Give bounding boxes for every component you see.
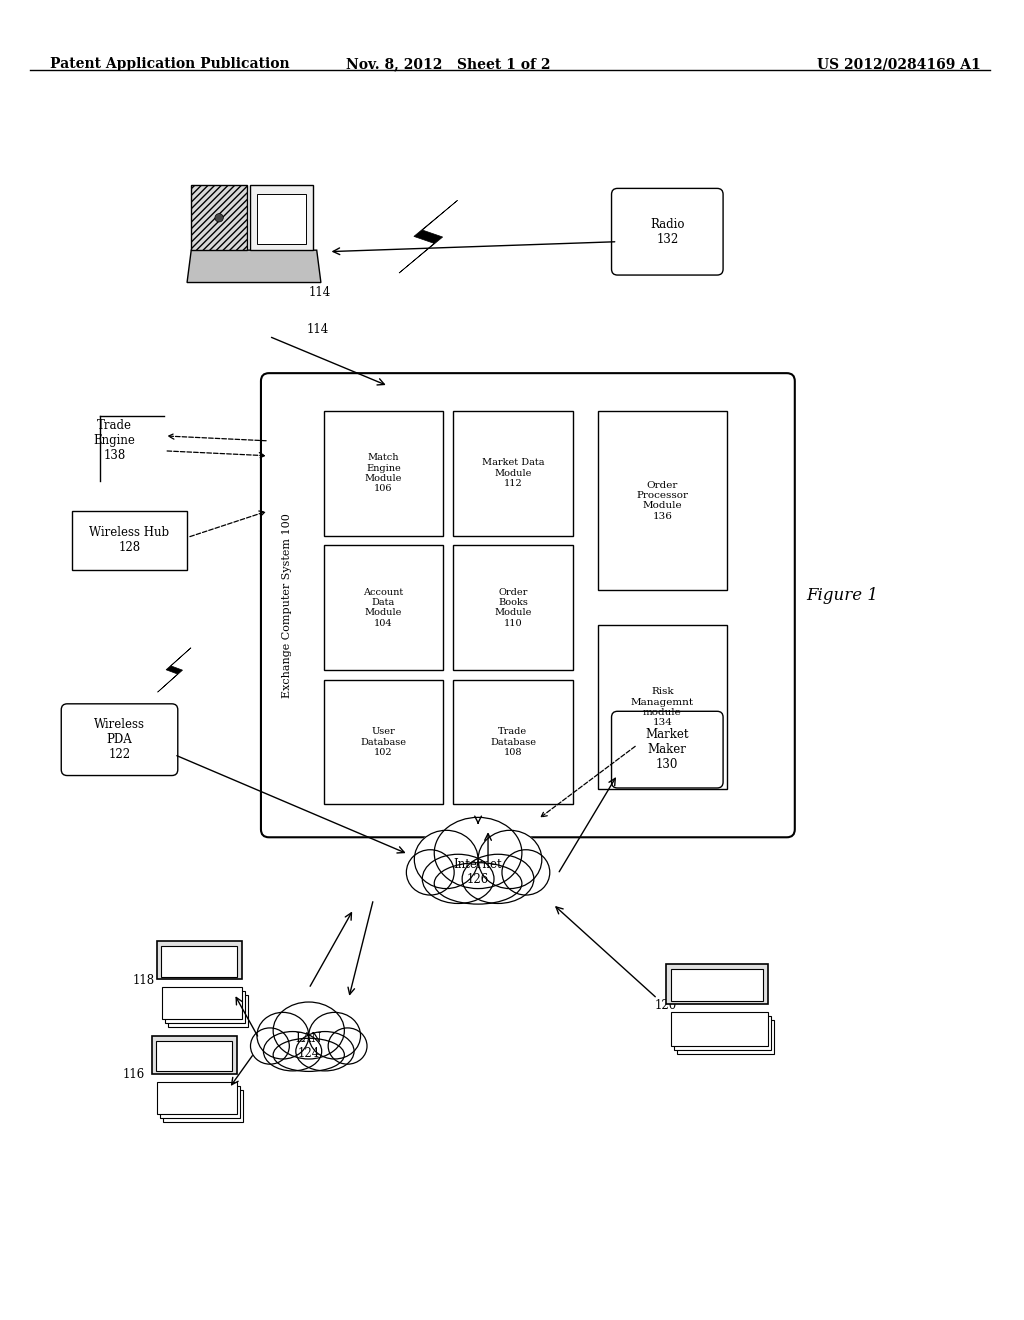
FancyBboxPatch shape xyxy=(156,1041,232,1072)
FancyBboxPatch shape xyxy=(157,1081,237,1114)
Ellipse shape xyxy=(257,1012,309,1059)
Ellipse shape xyxy=(434,817,522,888)
Text: Wireless Hub
128: Wireless Hub 128 xyxy=(89,527,170,554)
Ellipse shape xyxy=(478,830,542,888)
Ellipse shape xyxy=(296,1031,354,1071)
Polygon shape xyxy=(399,201,458,273)
Text: 114: 114 xyxy=(309,286,331,300)
Text: User
Database
102: User Database 102 xyxy=(360,727,407,758)
Text: Nov. 8, 2012   Sheet 1 of 2: Nov. 8, 2012 Sheet 1 of 2 xyxy=(346,58,551,71)
Text: Order
Books
Module
110: Order Books Module 110 xyxy=(495,587,531,628)
Polygon shape xyxy=(158,648,191,692)
Text: 118: 118 xyxy=(132,974,155,986)
FancyBboxPatch shape xyxy=(454,680,572,804)
Ellipse shape xyxy=(309,1012,360,1059)
Text: Match
Engine
Module
106: Match Engine Module 106 xyxy=(365,453,402,494)
Ellipse shape xyxy=(251,1007,367,1080)
FancyBboxPatch shape xyxy=(157,941,242,979)
Ellipse shape xyxy=(273,1039,344,1072)
Polygon shape xyxy=(257,194,305,244)
Ellipse shape xyxy=(251,1028,290,1064)
Text: Account
Data
Module
104: Account Data Module 104 xyxy=(364,587,403,628)
Ellipse shape xyxy=(407,850,455,895)
Text: Exchange Computer System 100: Exchange Computer System 100 xyxy=(282,512,292,698)
Ellipse shape xyxy=(415,830,478,888)
Text: Radio
132: Radio 132 xyxy=(650,218,685,246)
FancyBboxPatch shape xyxy=(598,626,727,789)
FancyBboxPatch shape xyxy=(324,680,443,804)
FancyBboxPatch shape xyxy=(73,511,186,570)
FancyBboxPatch shape xyxy=(61,704,178,776)
FancyBboxPatch shape xyxy=(667,964,768,1005)
FancyBboxPatch shape xyxy=(454,411,572,536)
Ellipse shape xyxy=(422,854,494,903)
Polygon shape xyxy=(250,185,312,251)
Text: Trade
Database
108: Trade Database 108 xyxy=(489,727,536,758)
Polygon shape xyxy=(187,251,321,282)
FancyBboxPatch shape xyxy=(611,711,723,788)
Text: LAN
124: LAN 124 xyxy=(296,1032,322,1060)
Text: Figure 1: Figure 1 xyxy=(807,587,879,605)
FancyBboxPatch shape xyxy=(672,969,763,1002)
Text: Market Data
Module
112: Market Data Module 112 xyxy=(481,458,544,488)
FancyBboxPatch shape xyxy=(454,545,572,671)
Ellipse shape xyxy=(502,850,550,895)
Ellipse shape xyxy=(407,824,550,915)
Text: Patent Application Publication: Patent Application Publication xyxy=(50,58,290,71)
FancyBboxPatch shape xyxy=(677,1020,774,1055)
FancyBboxPatch shape xyxy=(674,1016,771,1051)
FancyBboxPatch shape xyxy=(160,1085,240,1118)
Circle shape xyxy=(215,214,223,222)
Text: US 2012/0284169 A1: US 2012/0284169 A1 xyxy=(817,58,980,71)
FancyBboxPatch shape xyxy=(672,1012,768,1047)
FancyBboxPatch shape xyxy=(162,987,242,1019)
FancyBboxPatch shape xyxy=(161,946,238,977)
Text: Order
Processor
Module
136: Order Processor Module 136 xyxy=(636,480,688,521)
Ellipse shape xyxy=(328,1028,367,1064)
FancyBboxPatch shape xyxy=(261,374,795,837)
Text: Market
Maker
130: Market Maker 130 xyxy=(645,729,689,771)
Text: Risk
Managemnt
module
134: Risk Managemnt module 134 xyxy=(631,688,694,727)
Polygon shape xyxy=(191,185,247,251)
Ellipse shape xyxy=(462,854,534,903)
FancyBboxPatch shape xyxy=(611,189,723,275)
Ellipse shape xyxy=(263,1031,322,1071)
Ellipse shape xyxy=(273,1002,344,1059)
Text: Internet
126: Internet 126 xyxy=(454,858,503,887)
Text: 114: 114 xyxy=(307,323,329,337)
FancyBboxPatch shape xyxy=(165,991,245,1023)
Text: 120: 120 xyxy=(655,999,677,1011)
Text: 116: 116 xyxy=(122,1068,144,1081)
FancyBboxPatch shape xyxy=(152,1036,237,1074)
FancyBboxPatch shape xyxy=(324,545,443,671)
FancyBboxPatch shape xyxy=(598,411,727,590)
Text: Trade
Engine
138: Trade Engine 138 xyxy=(93,420,135,462)
Text: Wireless
PDA
122: Wireless PDA 122 xyxy=(94,718,145,762)
FancyBboxPatch shape xyxy=(324,411,443,536)
FancyBboxPatch shape xyxy=(168,995,248,1027)
Ellipse shape xyxy=(434,863,522,904)
FancyBboxPatch shape xyxy=(163,1090,243,1122)
